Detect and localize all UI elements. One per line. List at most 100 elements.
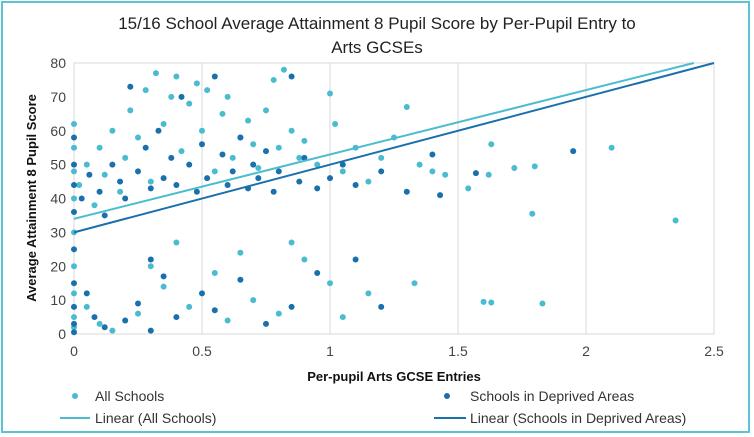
y-tick-label: 40 xyxy=(50,191,66,207)
point-all-schools xyxy=(411,280,418,287)
point-deprived-schools xyxy=(352,256,359,263)
point-all-schools xyxy=(147,178,154,185)
point-deprived-schools xyxy=(270,188,277,195)
point-all-schools xyxy=(186,303,193,310)
point-all-schools xyxy=(301,137,308,144)
point-deprived-schools xyxy=(147,256,154,263)
legend-label-linear-all: Linear (All Schools) xyxy=(95,410,216,426)
point-all-schools xyxy=(178,148,185,155)
point-all-schools xyxy=(237,249,244,256)
point-deprived-schools xyxy=(135,300,141,307)
point-deprived-schools xyxy=(237,134,244,141)
point-deprived-schools xyxy=(437,192,444,199)
point-deprived-schools xyxy=(127,83,134,90)
point-all-schools xyxy=(211,168,218,175)
point-all-schools xyxy=(127,107,134,114)
point-deprived-schools xyxy=(211,73,218,80)
point-all-schools xyxy=(403,104,410,111)
point-all-schools xyxy=(296,154,303,161)
point-deprived-schools xyxy=(199,290,205,297)
point-deprived-schools xyxy=(160,273,167,280)
point-all-schools xyxy=(204,87,211,94)
point-all-schools xyxy=(71,263,77,270)
point-all-schools xyxy=(301,256,308,263)
point-all-schools xyxy=(71,168,77,175)
legend: All Schools Schools in Deprived Areas Li… xyxy=(60,388,686,426)
point-all-schools xyxy=(101,171,108,178)
point-all-schools xyxy=(224,317,231,324)
legend-marker-all-schools xyxy=(72,393,78,399)
point-all-schools xyxy=(365,290,372,297)
point-all-schools xyxy=(275,310,282,317)
point-deprived-schools xyxy=(71,161,77,168)
point-all-schools xyxy=(219,110,226,117)
point-all-schools xyxy=(224,93,231,100)
point-deprived-schools xyxy=(173,314,180,321)
point-all-schools xyxy=(160,120,167,127)
point-all-schools xyxy=(531,163,538,170)
point-all-schools xyxy=(96,144,103,151)
x-tick-label: 1.5 xyxy=(448,343,468,359)
trendline-deprived xyxy=(73,62,715,234)
y-tick-label: 30 xyxy=(50,224,66,240)
x-tick-label: 1 xyxy=(326,343,334,359)
point-deprived-schools xyxy=(263,320,269,327)
point-all-schools xyxy=(529,210,536,217)
point-all-schools xyxy=(152,70,159,77)
point-deprived-schools xyxy=(101,324,108,331)
point-deprived-schools xyxy=(71,246,77,253)
point-all-schools xyxy=(255,165,262,172)
point-all-schools xyxy=(332,120,339,127)
point-deprived-schools xyxy=(117,178,124,185)
point-all-schools xyxy=(76,181,83,188)
point-deprived-schools xyxy=(237,276,244,283)
x-tick-label: 0 xyxy=(70,343,78,359)
point-deprived-schools xyxy=(122,195,129,202)
chart-title-line-1: 15/16 School Average Attainment 8 Pupil … xyxy=(118,14,636,33)
point-all-schools xyxy=(168,93,175,100)
point-all-schools xyxy=(71,314,77,321)
y-tick-label: 60 xyxy=(50,123,66,139)
point-deprived-schools xyxy=(211,307,218,314)
point-all-schools xyxy=(229,154,236,161)
chart-title-line-2: Arts GCSEs xyxy=(331,38,423,57)
point-all-schools xyxy=(275,144,282,151)
point-deprived-schools xyxy=(288,303,295,310)
point-deprived-schools xyxy=(96,188,103,195)
point-deprived-schools xyxy=(472,170,479,177)
point-all-schools xyxy=(91,202,98,209)
point-all-schools xyxy=(263,107,269,114)
legend-label-linear-deprived: Linear (Schools in Deprived Areas) xyxy=(470,410,686,426)
point-deprived-schools xyxy=(224,181,231,188)
point-deprived-schools xyxy=(255,175,262,182)
point-all-schools xyxy=(480,298,487,305)
point-deprived-schools xyxy=(91,314,98,321)
point-deprived-schools xyxy=(147,327,154,334)
point-all-schools xyxy=(288,239,295,246)
point-all-schools xyxy=(672,217,679,224)
point-all-schools xyxy=(122,154,129,161)
point-all-schools xyxy=(280,66,287,73)
point-all-schools xyxy=(465,185,472,192)
y-tick-label: 70 xyxy=(50,89,66,105)
point-deprived-schools xyxy=(71,181,77,188)
point-all-schools xyxy=(83,161,90,168)
point-all-schools xyxy=(378,154,385,161)
point-deprived-schools xyxy=(296,178,303,185)
point-deprived-schools xyxy=(570,148,577,155)
point-all-schools xyxy=(71,195,77,202)
point-deprived-schools xyxy=(275,168,282,175)
point-deprived-schools xyxy=(352,181,359,188)
trendline-all-schools xyxy=(73,62,695,220)
point-all-schools xyxy=(539,300,546,307)
point-all-schools xyxy=(135,310,141,317)
point-all-schools xyxy=(199,127,205,134)
x-tick-label: 2.5 xyxy=(704,343,724,359)
point-all-schools xyxy=(109,327,116,334)
point-deprived-schools xyxy=(263,148,269,155)
x-tick-label: 2 xyxy=(582,343,590,359)
point-deprived-schools xyxy=(204,175,211,182)
point-all-schools xyxy=(485,171,492,178)
point-deprived-schools xyxy=(71,209,77,216)
